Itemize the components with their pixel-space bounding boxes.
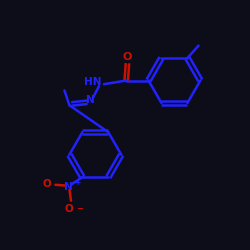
Text: O: O [42, 179, 51, 189]
Text: HN: HN [84, 77, 102, 87]
Text: O: O [123, 52, 132, 62]
Text: N: N [64, 182, 73, 192]
Text: O: O [65, 204, 74, 214]
Text: −: − [76, 204, 83, 213]
Text: N: N [86, 95, 95, 105]
Text: +: + [74, 178, 80, 186]
